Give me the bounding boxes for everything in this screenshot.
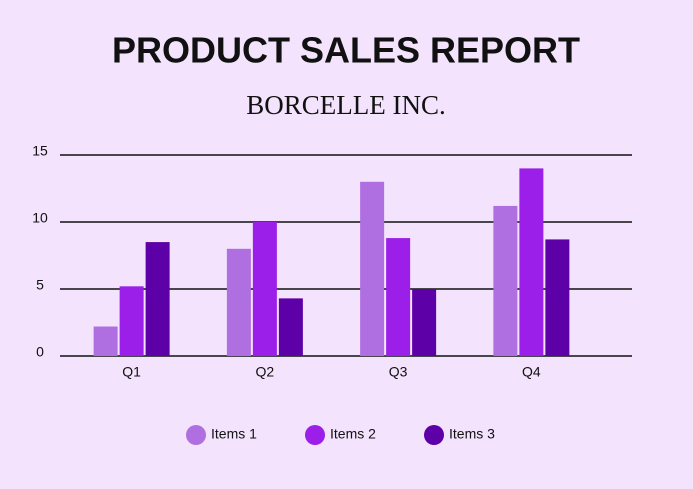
y-tick-label: 0 — [36, 344, 44, 360]
bar — [145, 242, 170, 356]
bar — [412, 289, 437, 356]
x-tick-label: Q2 — [256, 364, 275, 380]
y-tick-label: 5 — [36, 277, 44, 293]
bar — [493, 205, 518, 356]
legend-label: Items 1 — [211, 426, 257, 442]
legend-label: Items 3 — [449, 426, 495, 442]
legend-swatch — [424, 425, 444, 445]
bar — [545, 239, 570, 356]
legend-swatch — [305, 425, 325, 445]
bar — [360, 181, 385, 356]
y-tick-label: 15 — [32, 143, 48, 159]
chart-title: PRODUCT SALES REPORT — [112, 30, 580, 71]
legend-swatch — [186, 425, 206, 445]
bar — [278, 298, 303, 356]
chart-subtitle: BORCELLE INC. — [246, 90, 446, 120]
bar — [93, 326, 118, 356]
x-tick-label: Q1 — [122, 364, 141, 380]
y-tick-label: 10 — [32, 210, 48, 226]
x-tick-label: Q4 — [522, 364, 541, 380]
legend-label: Items 2 — [330, 426, 376, 442]
bar — [226, 248, 251, 356]
bar — [386, 238, 411, 356]
x-tick-label: Q3 — [389, 364, 408, 380]
bar — [119, 286, 144, 356]
bar — [252, 222, 277, 356]
bar — [519, 168, 544, 356]
